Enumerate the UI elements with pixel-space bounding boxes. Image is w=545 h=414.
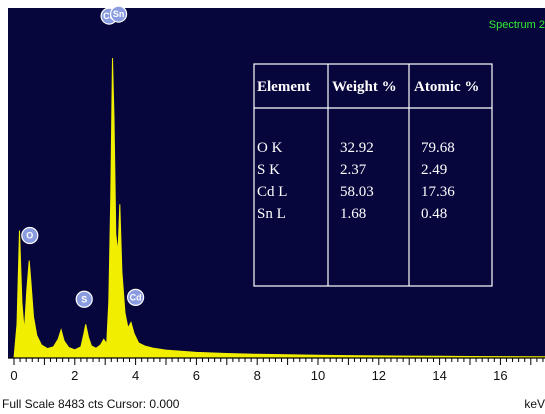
table-cell: 58.03 [340,184,374,200]
table-cell: 0.48 [421,206,447,222]
table-cell: 17.36 [421,184,455,200]
table-cell: 79.68 [421,140,455,156]
peak-label-s: S [81,294,87,304]
table-cell: 1.68 [340,206,366,222]
spectrum-area [13,58,545,359]
table-header-cell: Element [257,79,310,95]
spectrum-title: Spectrum 2 [489,19,545,31]
peak-label-sn: Sn [113,9,125,19]
table-header-cell: Atomic % [414,79,479,95]
x-tick-label: 6 [193,368,200,383]
table-cell: 2.37 [340,162,367,178]
x-tick-label: 0 [10,368,17,383]
table-cell: S K [257,162,280,178]
table-cell: 32.92 [340,140,374,156]
table-header-cell: Weight % [332,79,397,95]
x-tick-label: 10 [311,368,325,383]
x-tick-label: 2 [71,368,78,383]
peak-marker-s [75,290,93,308]
x-tick-label: 8 [254,368,261,383]
xaxis-unit-label: keV [524,397,545,411]
table-cell: 2.49 [421,162,447,178]
table-frame [253,63,493,287]
footer-status: Full Scale 8483 cts Cursor: 0.000 [2,397,180,411]
plot-background [8,8,545,358]
x-tick-label: 4 [132,368,139,383]
x-tick-label: 16 [493,368,507,383]
peak-label-cd: Cd [130,292,142,302]
x-tick-label: 12 [372,368,386,383]
table-cell: Cd L [257,184,287,200]
table-cell: O K [257,140,283,156]
peak-marker-sn [109,5,128,23]
peak-label-o: O [26,231,33,241]
x-tick-label: 14 [432,368,446,383]
peak-marker-cd [127,288,145,306]
peak-marker-o [21,226,39,245]
table-cell: Sn L [257,206,286,222]
peak-label-cd: Cd [103,11,115,21]
